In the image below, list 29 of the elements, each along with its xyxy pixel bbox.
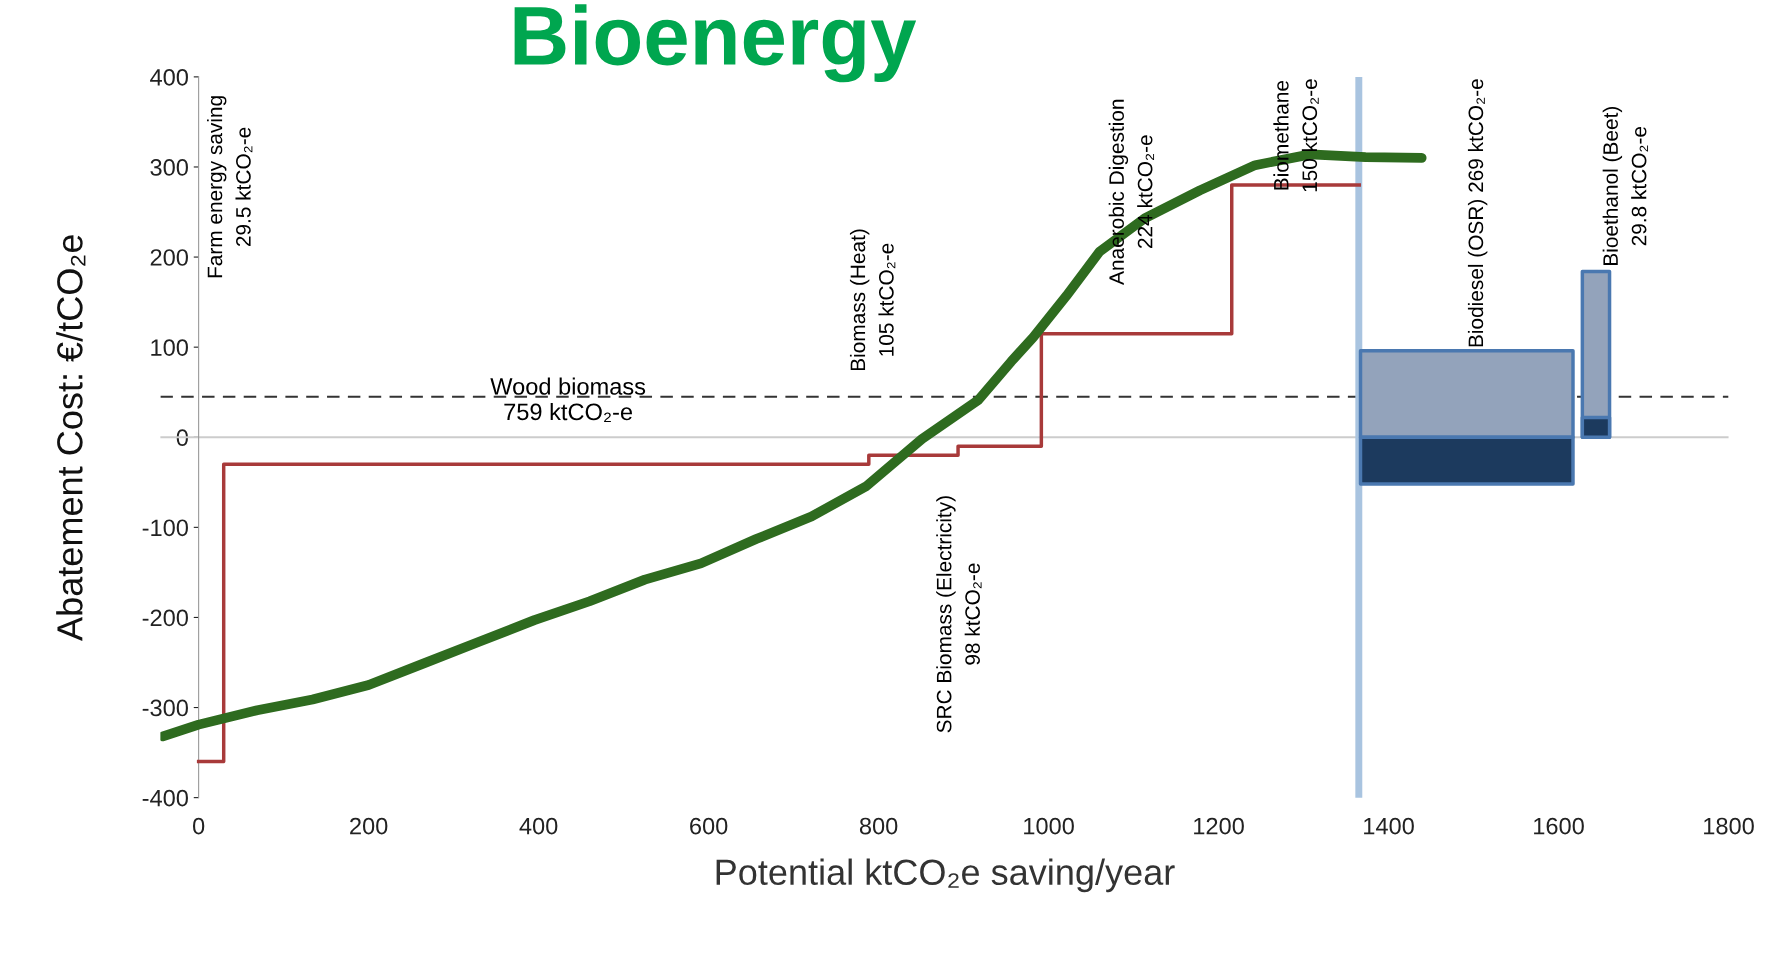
annotation: Biomethane 150 ktCO₂-e [1273, 79, 1319, 192]
annotation: Wood biomass 759 ktCO₂-e [490, 377, 646, 423]
chart-title: Bioenergy [514, 4, 917, 83]
y-tick-label: -200 [142, 609, 188, 627]
x-tick-label: 1600 [1534, 817, 1584, 835]
x-tick-label: 400 [519, 817, 558, 835]
x-tick-label: 0 [192, 817, 205, 835]
annotation: Bioethanol (Beet) 29.8 ktCO₂-e [1602, 106, 1649, 265]
y-tick-label: -300 [142, 699, 188, 717]
y-tick-label: 300 [150, 159, 188, 176]
x-tick-label: 1400 [1364, 817, 1414, 835]
annotation: Biomass (Heat) 105 ktCO₂-e [849, 229, 896, 371]
annotation: Anaerobic Digestion 224 ktCO₂-e [1108, 99, 1155, 285]
x-tick-label: 1200 [1194, 817, 1244, 835]
y-tick-label: -100 [142, 519, 188, 537]
y-axis-title: Abatement Cost: €/tCO₂e [56, 235, 86, 641]
annotation: Farm energy saving 29.5 ktCO₂-e [207, 96, 253, 278]
y-tick-label: 100 [151, 339, 188, 356]
annotation: Biodiesel (OSR) 269 ktCO₂-e [1467, 79, 1488, 347]
x-tick-label: 200 [350, 817, 388, 835]
y-tick-label: 400 [150, 68, 188, 86]
x-tick-label: 1800 [1704, 817, 1754, 835]
x-axis-title: Potential ktCO₂e saving/year [716, 858, 1175, 893]
x-tick-label: 800 [859, 817, 898, 835]
annotation: SRC Biomass (Electricity) 98 ktCO₂-e [936, 496, 982, 733]
y-tick-label: 200 [150, 249, 188, 266]
y-tick-label: -400 [142, 789, 188, 807]
x-tick-label: 1000 [1024, 817, 1074, 835]
x-tick-label: 600 [690, 817, 728, 835]
